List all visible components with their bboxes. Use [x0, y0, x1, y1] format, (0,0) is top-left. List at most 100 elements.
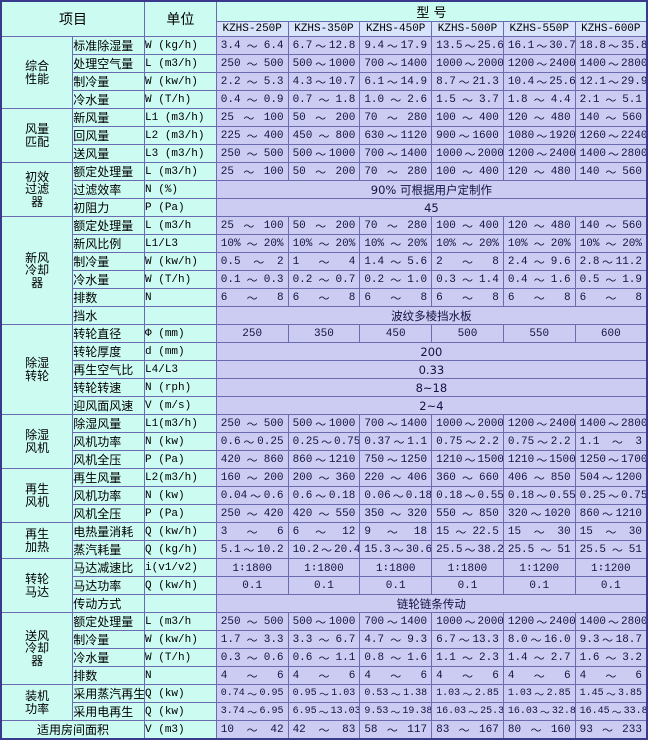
row-item-label: 送风量: [72, 144, 146, 163]
row-value: 1210 ～ 1500: [502, 450, 576, 469]
row-value: 0.2 ～ 0.7: [287, 270, 361, 289]
row-unit-label: Q (kw): [144, 684, 217, 703]
table-row: 送风 冷却器额定处理量 L (m3/h 250 ～ 500 500 ～ 1000 700 ～ 1400…: [0, 612, 648, 685]
row-unit-label: L (m3/h): [144, 162, 217, 181]
row-value: 0.4 ～ 1.6: [502, 270, 576, 289]
row-value: 700 ～ 1400: [359, 54, 433, 73]
row-unit-label: W (kw/h): [144, 630, 217, 649]
row-value: 0.1: [215, 576, 289, 595]
row-value: 0.5 ～ 1.9: [574, 270, 648, 289]
row-value: 900 ～ 1600: [431, 126, 504, 145]
row-value: 0.6 ～ 1.1: [287, 648, 361, 667]
row-value: 120 ～ 480: [502, 108, 576, 127]
row-item-label: 传动方式: [72, 594, 146, 613]
row-value: 1210 ～ 1500: [431, 450, 504, 469]
row-value: 6 ～ 8: [287, 288, 361, 307]
row-unit-label: Q (kw/h): [144, 576, 217, 595]
table-row: 风机全压 P (Pa) 420 ～ 860 860 ～ 1210 750 ～ 1250 1210 ～ 15…: [1, 450, 648, 469]
row-value: 15 ～ 22.5: [431, 522, 504, 541]
row-value: 6 ～ 8: [502, 288, 576, 307]
row-value: 25.5 ～ 51: [574, 540, 648, 559]
row-unit-label: N (kw): [144, 432, 217, 451]
row-value: 6.7 ～ 12.8: [287, 36, 361, 55]
group-label-7: 再生 加热: [0, 522, 74, 559]
row-value: 500: [431, 324, 504, 343]
row-value: 1400 ～ 2800: [574, 54, 648, 73]
row-item-label: 电热量消耗: [72, 522, 146, 541]
row-unit-label: i(v1/v2): [144, 558, 217, 577]
row-item-label: 额定处理量: [72, 612, 146, 631]
row-value: 1∶1200: [574, 558, 648, 577]
row-merged-value: 链轮链条传动: [215, 594, 648, 613]
row-value: 250: [215, 324, 289, 343]
row-unit-label: W (T/h): [144, 648, 217, 667]
row-item-label: 冷水量: [72, 648, 146, 667]
row-unit-label: L1(m3/h): [144, 414, 217, 433]
row-value: 6 ～ 8: [431, 288, 504, 307]
row-unit-label: W (kw/h): [144, 72, 217, 91]
table-row: 冷水量 W (T/h) 0.1 ～ 0.3 0.2 ～ 0.7 0.2 ～ 1.0 0.3 ～ 1.4 0.…: [1, 270, 648, 289]
row-unit-label: L4/L3: [144, 360, 217, 379]
row-value: 700 ～ 1400: [359, 612, 433, 631]
row-value: 9 ～ 18: [359, 522, 433, 541]
row-value: 0.4 ～ 0.9: [215, 90, 289, 109]
row-unit-label: N: [144, 666, 217, 685]
footer-row: 适用房间面积 V (m3) 10 ～ 42 42 ～ 83 58 ～ 117 83 ～ 167 80 ～ 160…: [0, 720, 648, 740]
table-row: 风机功率 N (kw) 0.6 ～ 0.25 0.25 ～ 0.75 0.37 ～ 1.1 0.75 ～…: [1, 432, 648, 451]
table-row: 冷水量 W (T/h) 0.3 ～ 0.6 0.6 ～ 1.1 0.8 ～ 1.6 1.1 ～ 2.3 1.…: [1, 648, 648, 667]
row-value: 0.3 ～ 1.4: [431, 270, 504, 289]
row-value: 3.74 ～ 6.95: [215, 702, 289, 721]
table-row: 制冷量 W (kw/h) 1.7 ～ 3.3 3.3 ～ 6.7 4.7 ～ 9.3 6.7 ～ 13.3…: [1, 630, 648, 649]
table-row: 马达功率 Q (kw/h) 0.1 0.1 0.1 0.1 0.1 0.1: [1, 576, 648, 595]
row-value: 500 ～ 1000: [287, 54, 361, 73]
row-value: 25 ～ 100: [215, 108, 289, 127]
row-value: 1 ～ 4: [287, 252, 361, 271]
header-unit-label: 单位: [144, 0, 217, 37]
row-value: 3.3 ～ 6.7: [287, 630, 361, 649]
footer-value: 42 ～ 83: [287, 720, 361, 740]
model-header-KZHS-250P: KZHS-250P: [215, 21, 289, 37]
row-value: 6.1 ～ 14.9: [359, 72, 433, 91]
row-value: 4.7 ～ 9.3: [359, 630, 433, 649]
row-value: 1.1 ～ 3: [574, 432, 648, 451]
row-value: 6 ～ 8: [359, 288, 433, 307]
row-value: 1.4 ～ 2.7: [502, 648, 576, 667]
row-merged-value: 0.33: [215, 360, 648, 379]
row-value: 1400 ～ 2800: [574, 612, 648, 631]
row-value: 0.6 ～ 0.25: [215, 432, 289, 451]
row-value: 250 ～ 500: [215, 612, 289, 631]
row-value: 9.4 ～ 17.9: [359, 36, 433, 55]
table-row: 回风量 L2 (m3/h) 225 ～ 400 450 ～ 800 630 ～ 1120 900 ～ 16…: [1, 126, 648, 145]
row-unit-label: Φ (mm): [144, 324, 217, 343]
row-item-label: 风机功率: [72, 432, 146, 451]
row-value: 0.1 ～ 0.3: [215, 270, 289, 289]
header-item-label: 项目: [0, 0, 146, 37]
table-row: 新风 冷却器额定处理量 L (m3/h 25 ～ 100 50 ～ 200 70 ～ 280 100 ～ 4…: [0, 216, 648, 325]
row-value: 500 ～ 1000: [287, 612, 361, 631]
row-unit-label: P (Pa): [144, 504, 217, 523]
row-value: 1260 ～ 2240: [574, 126, 648, 145]
row-value: 8.0 ～ 16.0: [502, 630, 576, 649]
row-item-label: 制冷量: [72, 630, 146, 649]
table-row: 迎风面风速 V (m/s) 2~4: [1, 396, 648, 415]
row-value: 350 ～ 320: [359, 504, 433, 523]
table-row: 冷水量 W (T/h) 0.4 ～ 0.9 0.7 ～ 1.8 1.0 ～ 2.6 1.5 ～ 3.7 1.…: [1, 90, 648, 109]
row-value: 70 ～ 280: [359, 216, 433, 235]
row-unit-label: [144, 306, 217, 325]
row-unit-label: N (kw): [144, 486, 217, 505]
row-value: 0.75 ～ 2.2: [431, 432, 504, 451]
table-row: 转轮 马达 马达减速比 i(v1/v2) 1∶1800 1∶1800 1∶1800 1∶180…: [0, 558, 648, 613]
footer-value: 83 ～ 167: [431, 720, 504, 740]
row-value: 3 ～ 6: [215, 522, 289, 541]
row-value: 0.04 ～ 0.6: [215, 486, 289, 505]
row-value: 5.1 ～ 10.2: [215, 540, 289, 559]
row-value: 2.2 ～ 5.3: [215, 72, 289, 91]
row-value: 1.7 ～ 3.3: [215, 630, 289, 649]
row-value: 16.03～25.35: [431, 702, 504, 721]
row-value: 550: [502, 324, 576, 343]
row-value: 350: [287, 324, 361, 343]
table-row: 制冷量 W (kw/h) 2.2 ～ 5.3 4.3 ～ 10.7 6.1 ～ 14.9 8.7 ～ 21…: [1, 72, 648, 91]
row-value: 6 ～ 8: [574, 288, 648, 307]
footer-value: 10 ～ 42: [215, 720, 289, 740]
